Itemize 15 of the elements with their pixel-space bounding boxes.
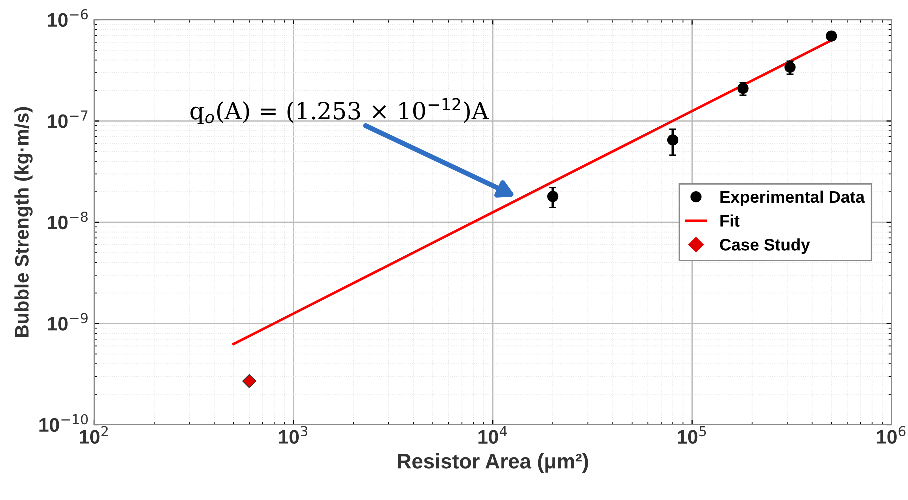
y-axis-title: Bubble Strength (kg·m/s) <box>14 107 33 338</box>
x-tick-label: 10$^{4}$ <box>478 426 508 444</box>
y-tick-label: 10$^{−8}$ <box>48 212 88 230</box>
x-tick-label: 10$^{2}$ <box>80 426 108 444</box>
x-tick-label: 10$^{3}$ <box>279 426 308 444</box>
x-tick-label: 10$^{6}$ <box>877 426 906 444</box>
legend-label: Experimental Data <box>720 190 866 206</box>
x-tick-label: 10$^{5}$ <box>678 426 706 444</box>
y-tick-label: 10$^{−6}$ <box>48 9 88 28</box>
annotation: q$_{o}$(A) = (1.253 × 10$^{−12}$)A <box>190 98 490 124</box>
x-axis-title: Resistor Area (μm²) <box>398 454 588 473</box>
y-tick-label: 10$^{−9}$ <box>48 313 88 331</box>
y-tick-label: 10$^{−7}$ <box>48 110 88 128</box>
legend-label: Case Study <box>720 238 810 254</box>
legend-label: Fit <box>720 214 740 227</box>
